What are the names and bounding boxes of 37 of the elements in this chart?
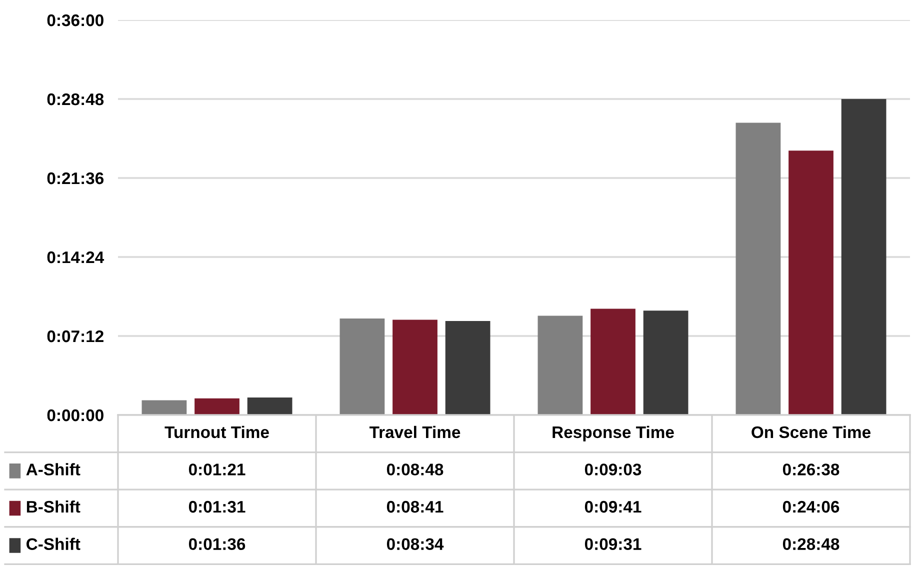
y-tick-label: 0:00:00 (47, 409, 104, 422)
data-label: 0:08:41 (386, 500, 444, 513)
y-tick-label: 0:07:12 (47, 330, 104, 342)
legend-label: C-Shift (26, 538, 80, 550)
legend-label: A-Shift (26, 463, 80, 476)
bar (590, 308, 636, 415)
y-tick-label: 0:28:48 (47, 93, 104, 106)
bar (445, 321, 490, 415)
y-tick-label: 0:21:36 (47, 172, 104, 184)
data-label: 0:01:21 (188, 464, 246, 476)
data-label: 0:09:03 (584, 464, 642, 476)
x-tick-label: On Scene Time (752, 426, 870, 438)
bar (538, 316, 583, 415)
data-label: 0:26:38 (782, 464, 840, 476)
data-label: 0:01:31 (188, 500, 246, 513)
bar (247, 397, 292, 415)
x-tick-label: Travel Time (369, 426, 460, 438)
bar (643, 310, 688, 415)
x-tick-label: Response Time (552, 426, 674, 442)
data-label: 0:28:48 (782, 538, 840, 550)
bar (841, 99, 886, 415)
bar (194, 398, 240, 415)
data-label: 0:09:31 (584, 538, 642, 550)
y-tick-label: 0:14:24 (47, 251, 104, 264)
bar (340, 318, 385, 415)
y-tick-label: 0:36:00 (47, 14, 104, 26)
data-label: 0:08:48 (386, 464, 444, 476)
bar (142, 400, 187, 415)
data-label: 0:24:06 (782, 500, 840, 513)
bar (392, 320, 438, 415)
data-label: 0:01:36 (188, 538, 246, 550)
x-tick-label: Turnout Time (164, 426, 269, 438)
data-label: 0:08:34 (386, 538, 444, 550)
data-label: 0:09:41 (584, 500, 642, 513)
bar (788, 150, 834, 415)
legend-label: B-Shift (26, 500, 80, 513)
bar (736, 122, 781, 415)
